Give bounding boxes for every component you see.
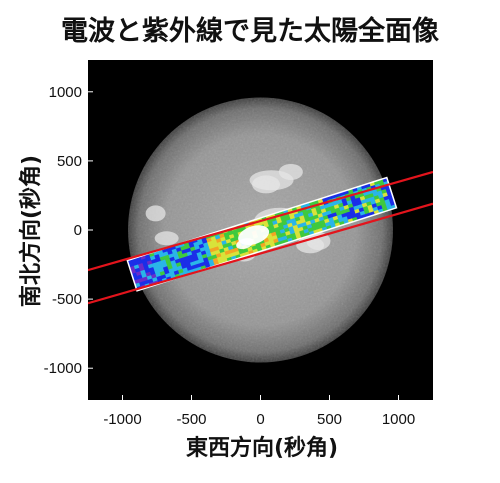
x-tick-label: 0 <box>256 411 264 428</box>
y-tick-label: 1000 <box>49 84 82 101</box>
x-tick-label: 1000 <box>382 411 415 428</box>
active-region-1 <box>252 175 281 194</box>
x-tick-label: -1000 <box>103 411 141 428</box>
x-axis: -1000 -500 0 500 1000 <box>103 395 415 428</box>
radio-strip-outline <box>126 176 398 292</box>
active-region-10 <box>278 163 303 180</box>
x-tick-label: -500 <box>176 411 206 428</box>
boundary-line-0 <box>88 170 433 272</box>
strip-boundary-lines <box>88 170 433 305</box>
y-tick-label: -1000 <box>44 360 82 377</box>
boundary-line-1 <box>88 202 433 305</box>
radio-strip <box>126 176 398 292</box>
chart-title: 電波と紫外線で見た太陽全面像 <box>61 15 439 47</box>
x-tick-label: 500 <box>317 411 342 428</box>
y-tick-label: 0 <box>74 222 82 239</box>
y-tick-label: -500 <box>52 291 82 308</box>
y-tick-label: 500 <box>57 153 82 170</box>
y-axis-title: 南北方向(秒角) <box>18 155 44 307</box>
active-region-7 <box>145 205 166 222</box>
y-axis: 1000 500 0 -500 -1000 <box>44 84 93 377</box>
x-axis-title: 東西方向(秒角) <box>186 435 338 461</box>
active-region-8 <box>154 231 179 246</box>
